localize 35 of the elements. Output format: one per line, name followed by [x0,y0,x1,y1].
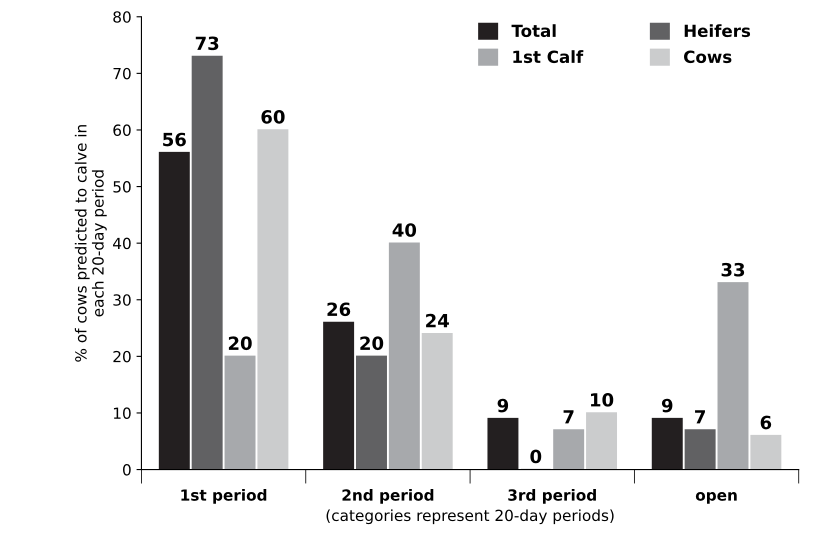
data-label: 24 [426,314,449,328]
data-label: 26 [327,302,350,316]
data-label: 9 [662,398,672,412]
data-label: 7 [564,410,574,424]
y-tick-label: 10 [114,407,131,419]
y-tick-label: 80 [113,11,131,23]
data-label: 7 [695,410,705,424]
y-tick-label: 50 [113,181,131,193]
x-tick-label: 1st period [181,489,266,504]
x-tick-label: 2nd period [342,489,434,504]
y-tick-label: 20 [113,350,131,362]
data-label: 10 [591,393,614,407]
y-tick-label: 70 [114,68,131,80]
y-axis-title: % of cows predicted to calve in each 20-day period [74,125,107,362]
y-tick-label: 40 [113,238,131,250]
x-tick-label: open [696,492,737,504]
data-label: 73 [196,36,218,50]
data-label: 33 [722,262,744,277]
data-label: 9 [498,398,508,412]
legend-label: 1st Calf [513,50,584,64]
data-label: 6 [760,416,772,430]
data-label: 40 [392,223,416,237]
y-tick-label: 30 [113,294,131,306]
y-tick-label: 0 [123,464,131,476]
data-label: 0 [530,450,542,464]
x-axis-title: (categories represent 20-day periods) [326,509,614,524]
legend-label: Total [512,24,556,38]
x-tick-label: 3rd period [508,489,596,504]
data-label: 56 [163,132,186,146]
data-label: 20 [228,336,252,350]
legend-label: Cows [684,50,732,64]
data-label: 20 [360,336,384,350]
legend-label: Heifers [684,24,750,38]
y-tick-label: 60 [113,124,131,136]
data-label: 60 [261,110,285,124]
